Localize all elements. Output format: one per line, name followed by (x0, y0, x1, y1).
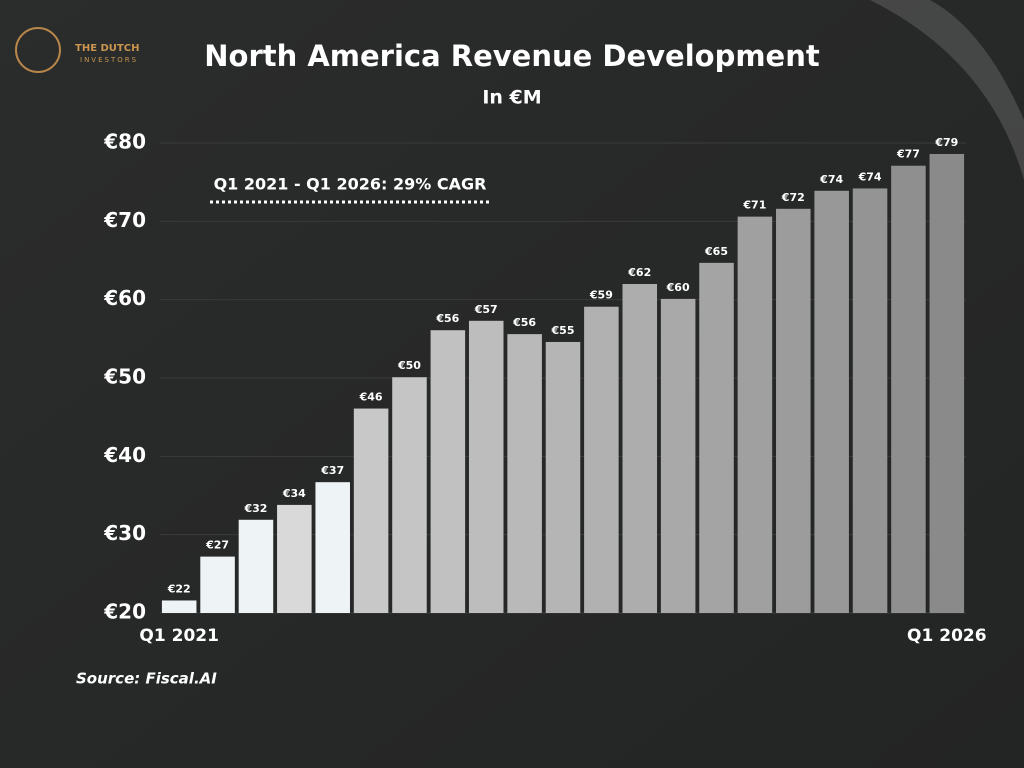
bar (277, 504, 312, 613)
bar (238, 519, 274, 613)
logo-icon (15, 27, 61, 73)
bar (891, 165, 926, 613)
data-label: €56 (512, 316, 536, 329)
data-label: €65 (704, 245, 728, 258)
brand-name: INVESTORS (80, 56, 138, 64)
decor-swoosh (870, 0, 1024, 180)
data-label: €71 (742, 199, 766, 212)
y-tick-label: €30 (103, 521, 146, 545)
chart-title: North America Revenue Development (204, 39, 820, 73)
data-label: €72 (781, 191, 805, 204)
data-label: €27 (205, 539, 229, 552)
brand-name: THE DUTCH (75, 43, 139, 54)
bar (776, 208, 811, 614)
y-tick-label: €40 (103, 443, 146, 467)
bar (584, 306, 619, 613)
bar (200, 556, 235, 613)
data-label: €74 (819, 173, 843, 186)
y-tick-label: €20 (103, 600, 146, 624)
data-label: €34 (282, 487, 306, 500)
y-tick-label: €70 (103, 208, 146, 232)
data-label: €74 (858, 170, 882, 183)
bar (699, 262, 734, 613)
bar (622, 284, 658, 613)
bar (468, 320, 504, 613)
x-tick-label: Q1 2026 (907, 626, 987, 646)
bar (161, 600, 197, 613)
bar (737, 216, 773, 613)
y-tick-label: €60 (103, 286, 146, 310)
data-label: €59 (589, 289, 613, 302)
bar (660, 298, 696, 613)
y-tick-label: €50 (103, 365, 146, 389)
data-label: €32 (243, 502, 267, 515)
bar (392, 377, 427, 613)
data-label: €62 (627, 266, 651, 279)
data-label: €60 (666, 281, 690, 294)
data-label: €77 (896, 148, 920, 161)
bar (545, 341, 581, 613)
annotation: Q1 2021 - Q1 2026: 29% CAGR (214, 175, 487, 194)
bar (814, 190, 849, 614)
source: Source: Fiscal.AI (76, 670, 217, 688)
bar (430, 330, 466, 613)
data-label: €46 (359, 391, 383, 404)
data-label: €50 (397, 359, 421, 372)
chart-subtitle: In €M (482, 87, 541, 109)
bar (315, 482, 350, 613)
bar (929, 153, 965, 613)
bar (353, 408, 389, 613)
bar (852, 188, 888, 613)
bar (507, 334, 542, 613)
y-tick-label: €80 (103, 130, 146, 154)
data-label: €22 (167, 582, 191, 595)
data-label: €56 (435, 312, 459, 325)
data-label: €55 (551, 324, 575, 337)
data-label: €79 (934, 136, 958, 149)
x-tick-label: Q1 2021 (139, 626, 219, 646)
data-label: €37 (320, 464, 344, 477)
data-label: €57 (474, 303, 498, 316)
